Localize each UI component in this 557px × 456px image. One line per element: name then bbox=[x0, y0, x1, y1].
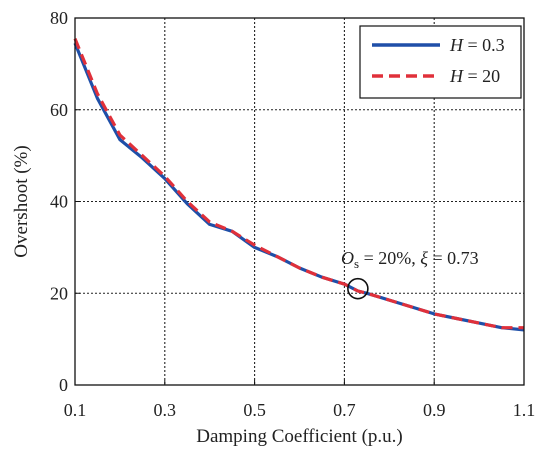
x-tick-label: 0.5 bbox=[243, 400, 266, 420]
y-tick-label: 40 bbox=[50, 192, 68, 212]
y-axis-label: Overshoot (%) bbox=[11, 145, 32, 257]
y-tick-label: 80 bbox=[50, 8, 68, 28]
annotation-text: Os = 20%, ξ = 0.73 bbox=[341, 248, 479, 271]
x-axis-label: Damping Coefficient (p.u.) bbox=[196, 426, 403, 447]
y-tick-label: 20 bbox=[50, 283, 68, 303]
legend-label-h-20: H = 20 bbox=[449, 66, 500, 86]
x-tick-label: 0.7 bbox=[333, 400, 356, 420]
x-tick-label: 0.1 bbox=[64, 400, 87, 420]
y-tick-label: 0 bbox=[59, 375, 68, 395]
y-tick-label: 60 bbox=[50, 100, 68, 120]
x-tick-label: 0.3 bbox=[154, 400, 177, 420]
x-tick-label: 1.1 bbox=[513, 400, 536, 420]
legend: H = 0.3 H = 20 bbox=[360, 26, 521, 98]
legend-label-h-0-3: H = 0.3 bbox=[449, 35, 505, 55]
x-tick-label: 0.9 bbox=[423, 400, 446, 420]
